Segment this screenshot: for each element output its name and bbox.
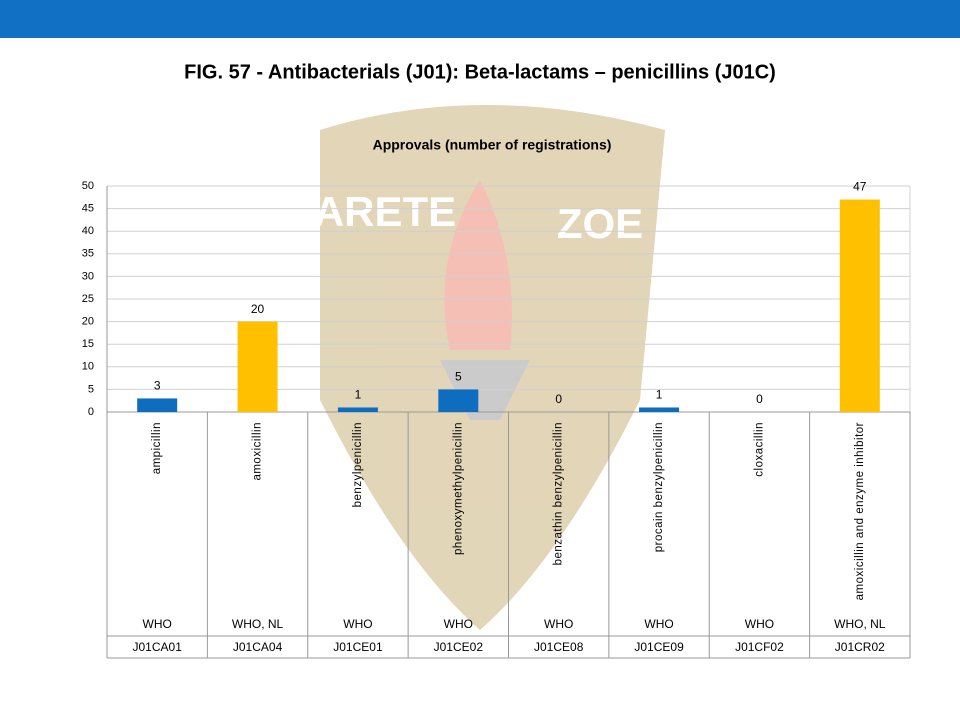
code-label: J01CE08 (534, 640, 584, 654)
x-tick-label: amoxicillin and enzyme inhibitor (854, 422, 866, 600)
x-tick-label: amoxicillin (252, 422, 264, 481)
source-label: WHO (343, 617, 372, 631)
code-label: J01CE09 (634, 640, 684, 654)
y-tick-label: 20 (82, 316, 94, 328)
source-label: WHO, NL (232, 617, 284, 631)
bar (438, 389, 479, 412)
code-label: J01CR02 (835, 640, 885, 654)
source-label: WHO (644, 617, 673, 631)
value-label: 5 (455, 370, 462, 384)
y-tick-label: 40 (82, 225, 94, 237)
y-tick-label: 15 (82, 338, 94, 350)
watermark: ARETE ZOE (314, 105, 665, 630)
bar (137, 398, 178, 412)
value-label: 20 (251, 302, 265, 316)
bar (237, 321, 278, 412)
y-tick-label: 5 (88, 383, 94, 395)
y-tick-label: 45 (82, 203, 94, 215)
y-tick-label: 0 (88, 406, 94, 418)
x-tick-label: cloxacillin (753, 422, 765, 477)
code-label: J01CE02 (434, 640, 484, 654)
code-label: J01CE01 (333, 640, 383, 654)
x-tick-label: benzathin benzylpenicillin (553, 422, 565, 565)
watermark-text: ZOE (557, 200, 643, 247)
flame (444, 180, 512, 350)
source-label: WHO (745, 617, 774, 631)
value-label: 47 (853, 180, 867, 194)
value-label: 0 (756, 392, 763, 406)
source-label: WHO (444, 617, 473, 631)
header-bar (0, 0, 960, 38)
x-tick-label: benzylpenicillin (352, 422, 364, 507)
watermark-text: ARETE (314, 188, 456, 235)
x-tick-label: procain benzylpenicillin (653, 422, 665, 552)
y-tick-label: 50 (82, 180, 94, 192)
y-tick-label: 35 (82, 248, 94, 260)
x-tick-label: ampicillin (151, 422, 163, 474)
slide-title: FIG. 57 - Antibacterials (J01): Beta-lac… (184, 61, 776, 83)
bar (337, 407, 378, 412)
value-label: 1 (656, 388, 663, 402)
code-label: J01CA04 (233, 640, 283, 654)
value-label: 1 (355, 388, 362, 402)
x-tick-label: phenoxymethylpenicillin (452, 422, 464, 555)
y-tick-label: 25 (82, 293, 94, 305)
value-label: 0 (555, 392, 562, 406)
bar (839, 199, 880, 412)
y-tick-label: 30 (82, 270, 94, 282)
bar (639, 407, 680, 412)
source-label: WHO (143, 617, 172, 631)
code-label: J01CF02 (735, 640, 784, 654)
code-label: J01CA01 (133, 640, 183, 654)
value-label: 3 (154, 379, 161, 393)
source-label: WHO (544, 617, 573, 631)
chart-title: Approvals (number of registrations) (373, 137, 612, 153)
shield (320, 105, 665, 630)
source-label: WHO, NL (834, 617, 886, 631)
y-tick-label: 10 (82, 361, 94, 373)
